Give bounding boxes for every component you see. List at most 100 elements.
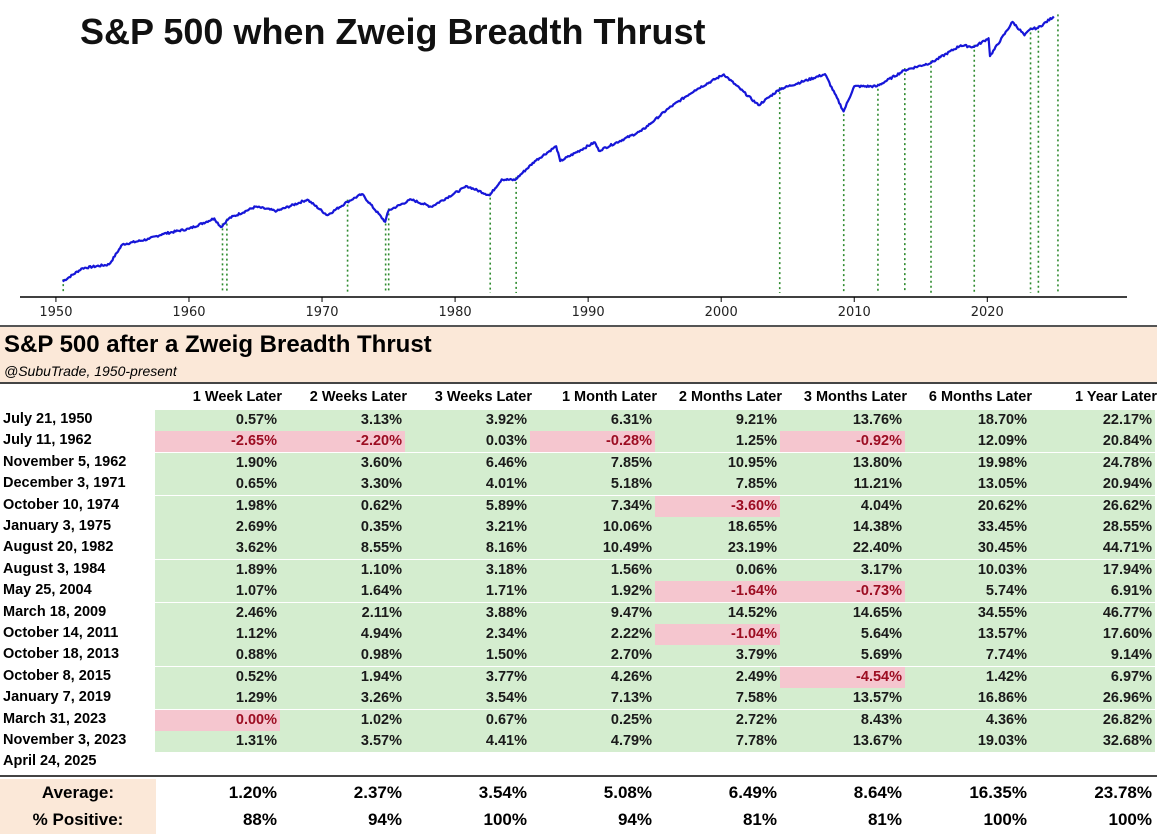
return-cell: 1.31% — [155, 731, 280, 752]
return-cell: 5.69% — [780, 645, 905, 667]
summary-cell: 88% — [242, 810, 277, 829]
table-header-band — [0, 327, 1157, 382]
return-cell: 18.65% — [655, 517, 780, 538]
return-cell: 0.25% — [530, 709, 655, 731]
return-cell: 1.64% — [280, 581, 405, 603]
row-date: March 31, 2023 — [3, 710, 107, 727]
return-cell: 24.78% — [1030, 452, 1155, 474]
return-cell: 14.38% — [780, 517, 905, 538]
return-cell: 28.55% — [1030, 517, 1155, 538]
table-subtitle: @SubuTrade, 1950-present — [4, 363, 177, 379]
summary-cell: 23.78% — [1094, 783, 1152, 802]
row-date: March 18, 2009 — [3, 603, 107, 620]
column-header: 1 Year Later — [1075, 389, 1157, 405]
return-cell: 2.70% — [530, 645, 655, 667]
return-cell: 3.21% — [405, 517, 530, 538]
return-cell: 7.74% — [905, 645, 1030, 667]
return-cell: 0.35% — [280, 517, 405, 538]
return-cell: 9.21% — [655, 410, 780, 431]
return-cell: 14.52% — [655, 602, 780, 624]
return-cell: 13.80% — [780, 452, 905, 474]
return-cell: 8.43% — [780, 709, 905, 731]
return-cell: 9.47% — [530, 602, 655, 624]
return-cell: 14.65% — [780, 602, 905, 624]
return-cell: 7.34% — [530, 495, 655, 517]
return-cell: 26.96% — [1030, 688, 1155, 710]
return-cell: 0.65% — [155, 474, 280, 496]
return-cell: 34.55% — [905, 602, 1030, 624]
return-cell: 16.86% — [905, 688, 1030, 710]
row-date: October 8, 2015 — [3, 667, 111, 684]
return-cell: 20.94% — [1030, 474, 1155, 496]
return-cell: 32.68% — [1030, 731, 1155, 752]
header-divider — [0, 382, 1157, 384]
return-cell: 46.77% — [1030, 602, 1155, 624]
summary-cell: 100% — [1108, 810, 1152, 829]
return-cell: 4.94% — [280, 624, 405, 645]
return-cell: 4.01% — [405, 474, 530, 496]
row-date: October 18, 2013 — [3, 646, 120, 663]
row-date: October 10, 1974 — [3, 496, 120, 513]
return-cell: 0.03% — [405, 431, 530, 453]
return-cell: 18.70% — [905, 410, 1030, 431]
return-cell: 4.36% — [905, 709, 1030, 731]
return-cell: 3.57% — [280, 731, 405, 752]
return-cell: 33.45% — [905, 517, 1030, 538]
return-cell: 3.88% — [405, 602, 530, 624]
return-cell: 44.71% — [1030, 538, 1155, 560]
row-date: December 3, 1971 — [3, 475, 126, 492]
return-cell: 1.90% — [155, 452, 280, 474]
return-cell: 10.03% — [905, 559, 1030, 581]
return-cell: 7.58% — [655, 688, 780, 710]
return-cell: 2.49% — [655, 666, 780, 688]
return-cell: 5.74% — [905, 581, 1030, 603]
return-cell: 10.06% — [530, 517, 655, 538]
return-cell: 19.98% — [905, 452, 1030, 474]
return-cell: 2.34% — [405, 624, 530, 645]
return-cell: 1.25% — [655, 431, 780, 453]
return-cell: 13.57% — [905, 624, 1030, 645]
sp500-chart-panel: S&P 500 when Zweig Breadth Thrust 1950 19… — [0, 0, 1157, 325]
summary-cell: 16.35% — [969, 783, 1027, 802]
return-cell: 5.18% — [530, 474, 655, 496]
return-cell: 6.91% — [1030, 581, 1155, 603]
x-tick-label: 1960 — [172, 305, 205, 320]
return-cell: 13.67% — [780, 731, 905, 752]
summary-cell: 100% — [983, 810, 1027, 829]
row-date: October 14, 2011 — [3, 625, 119, 641]
row-date: August 20, 1982 — [3, 539, 114, 556]
row-date: January 3, 1975 — [3, 518, 112, 534]
return-cell: -2.65% — [155, 431, 280, 453]
return-cell: 22.40% — [780, 538, 905, 560]
return-cell: 3.92% — [405, 410, 530, 431]
row-date: May 25, 2004 — [3, 582, 92, 599]
summary-divider — [0, 775, 1157, 777]
x-tick-label: 1990 — [572, 305, 605, 320]
summary-label: Average: — [0, 779, 156, 807]
sp500-line-chart: S&P 500 when Zweig Breadth Thrust 1950 19… — [20, 11, 1127, 320]
return-cell: 2.72% — [655, 709, 780, 731]
column-header: 2 Weeks Later — [309, 389, 407, 405]
return-cell: 2.46% — [155, 602, 280, 624]
return-cell: 1.71% — [405, 581, 530, 603]
return-cell: 9.14% — [1030, 645, 1155, 667]
return-cell: -2.20% — [280, 431, 405, 453]
summary-cell: 6.49% — [728, 783, 777, 802]
x-tick-label: 1980 — [439, 305, 472, 320]
return-cell: 8.16% — [405, 538, 530, 560]
return-cell: 0.06% — [655, 559, 780, 581]
return-cell: 1.02% — [280, 709, 405, 731]
return-cell: 22.17% — [1030, 410, 1155, 431]
return-cell: 4.26% — [530, 666, 655, 688]
return-cell: 1.42% — [905, 666, 1030, 688]
return-cell: -0.73% — [780, 581, 905, 603]
row-date: August 3, 1984 — [3, 560, 106, 577]
row-date: July 21, 1950 — [3, 411, 93, 427]
return-cell: 1.50% — [405, 645, 530, 667]
x-tick-label: 2020 — [971, 305, 1004, 320]
row-date: November 3, 2023 — [3, 732, 127, 748]
return-cell: -0.28% — [530, 431, 655, 453]
return-cell: 4.04% — [780, 495, 905, 517]
return-cell: 23.19% — [655, 538, 780, 560]
return-cell: 10.49% — [530, 538, 655, 560]
